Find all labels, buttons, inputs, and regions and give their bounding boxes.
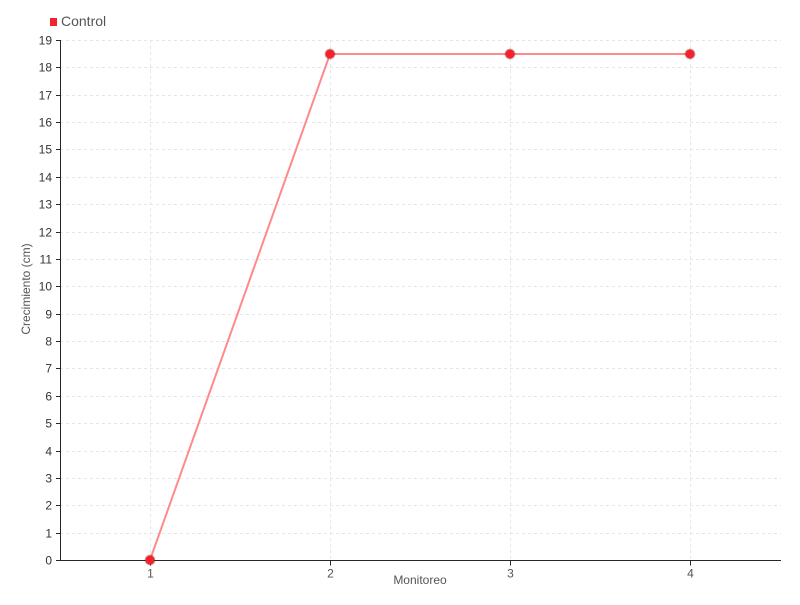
svg-text:14: 14 bbox=[39, 171, 53, 185]
svg-text:16: 16 bbox=[39, 116, 53, 130]
svg-text:Crecimiento (cm): Crecimiento (cm) bbox=[19, 243, 33, 334]
svg-text:12: 12 bbox=[39, 226, 53, 240]
svg-text:17: 17 bbox=[39, 89, 53, 103]
svg-text:11: 11 bbox=[40, 253, 53, 267]
svg-text:18: 18 bbox=[39, 61, 53, 75]
svg-text:10: 10 bbox=[39, 280, 53, 294]
svg-text:15: 15 bbox=[39, 143, 53, 157]
svg-text:2: 2 bbox=[327, 567, 334, 581]
svg-text:1: 1 bbox=[45, 527, 52, 541]
svg-text:19: 19 bbox=[39, 34, 53, 48]
svg-text:0: 0 bbox=[45, 554, 52, 568]
svg-text:6: 6 bbox=[45, 390, 52, 404]
svg-text:1: 1 bbox=[147, 567, 154, 581]
svg-text:7: 7 bbox=[45, 362, 52, 376]
svg-text:Monitoreo: Monitoreo bbox=[393, 573, 447, 587]
svg-text:4: 4 bbox=[45, 445, 52, 459]
svg-text:4: 4 bbox=[687, 567, 694, 581]
svg-text:Control: Control bbox=[61, 13, 106, 29]
svg-text:2: 2 bbox=[45, 499, 52, 513]
svg-text:9: 9 bbox=[45, 308, 52, 322]
svg-text:13: 13 bbox=[39, 198, 53, 212]
svg-text:3: 3 bbox=[45, 472, 52, 486]
svg-text:8: 8 bbox=[45, 335, 52, 349]
svg-text:3: 3 bbox=[507, 567, 514, 581]
svg-text:5: 5 bbox=[45, 417, 52, 431]
